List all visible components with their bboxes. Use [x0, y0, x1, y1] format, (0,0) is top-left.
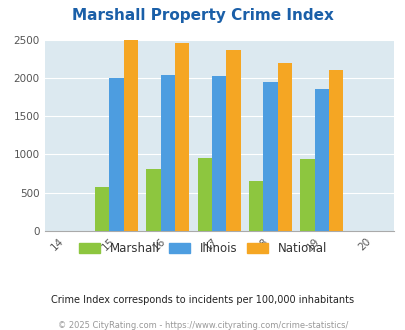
Legend: Marshall, Illinois, National: Marshall, Illinois, National	[74, 237, 331, 260]
Bar	[160, 75, 175, 231]
Bar	[277, 63, 292, 231]
Bar	[328, 70, 343, 231]
Bar	[175, 44, 189, 231]
Bar	[109, 78, 124, 231]
Bar	[197, 157, 211, 231]
Bar	[263, 82, 277, 231]
Text: © 2025 CityRating.com - https://www.cityrating.com/crime-statistics/: © 2025 CityRating.com - https://www.city…	[58, 321, 347, 330]
Bar	[146, 169, 160, 231]
Bar	[95, 186, 109, 231]
Bar	[300, 159, 314, 231]
Bar	[248, 181, 263, 231]
Bar	[211, 76, 226, 231]
Bar	[314, 89, 328, 231]
Bar	[124, 40, 138, 231]
Text: Crime Index corresponds to incidents per 100,000 inhabitants: Crime Index corresponds to incidents per…	[51, 295, 354, 305]
Text: Marshall Property Crime Index: Marshall Property Crime Index	[72, 8, 333, 23]
Bar	[226, 50, 240, 231]
